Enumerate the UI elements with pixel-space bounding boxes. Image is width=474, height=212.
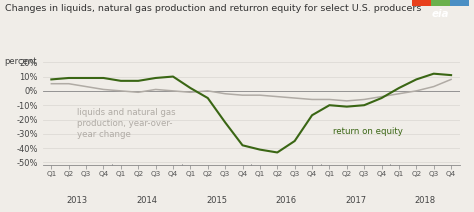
- Text: liquids and natural gas
production, year-over-
year change: liquids and natural gas production, year…: [77, 108, 176, 139]
- FancyBboxPatch shape: [431, 0, 450, 6]
- Text: 2015: 2015: [206, 196, 227, 205]
- Text: 2013: 2013: [67, 196, 88, 205]
- Text: 2017: 2017: [345, 196, 366, 205]
- Text: Changes in liquids, natural gas production and returron equity for select U.S. p: Changes in liquids, natural gas producti…: [5, 4, 421, 13]
- Text: percent: percent: [5, 57, 37, 66]
- Text: 2016: 2016: [275, 196, 297, 205]
- Text: return on equity: return on equity: [333, 127, 403, 136]
- Text: 2014: 2014: [137, 196, 157, 205]
- Text: 2018: 2018: [414, 196, 436, 205]
- Text: eia: eia: [432, 9, 449, 19]
- FancyBboxPatch shape: [412, 0, 431, 6]
- FancyBboxPatch shape: [450, 0, 469, 6]
